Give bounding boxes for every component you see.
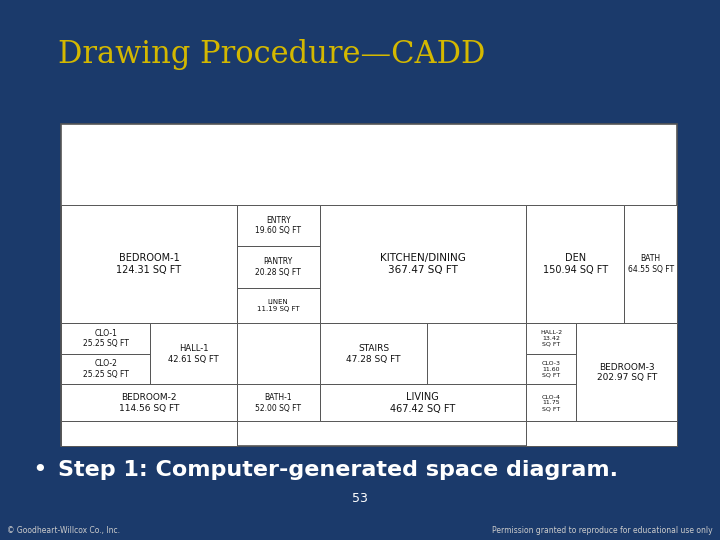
- Bar: [237, 246, 320, 288]
- Text: BEDROOM-2
114.56 SQ FT: BEDROOM-2 114.56 SQ FT: [119, 393, 179, 413]
- Bar: [61, 384, 237, 421]
- Bar: [320, 205, 526, 323]
- Text: STAIRS
47.28 SQ FT: STAIRS 47.28 SQ FT: [346, 344, 401, 363]
- Text: BEDROOM-1
124.31 SQ FT: BEDROOM-1 124.31 SQ FT: [117, 253, 181, 275]
- Text: ENTRY
19.60 SQ FT: ENTRY 19.60 SQ FT: [255, 215, 301, 235]
- Bar: [526, 323, 577, 354]
- Text: Step 1: Computer-generated space diagram.: Step 1: Computer-generated space diagram…: [58, 460, 618, 480]
- Bar: [526, 384, 577, 421]
- Bar: [526, 354, 577, 384]
- Text: KITCHEN/DINING
367.47 SQ FT: KITCHEN/DINING 367.47 SQ FT: [380, 253, 466, 275]
- Text: DEN
150.94 SQ FT: DEN 150.94 SQ FT: [543, 253, 608, 275]
- Text: Permission granted to reproduce for educational use only: Permission granted to reproduce for educ…: [492, 526, 713, 535]
- Text: •: •: [32, 458, 47, 482]
- Text: © Goodheart-Willcox Co., Inc.: © Goodheart-Willcox Co., Inc.: [7, 526, 120, 535]
- Text: CLO-2
25.25 SQ FT: CLO-2 25.25 SQ FT: [83, 360, 129, 379]
- Bar: [237, 384, 320, 421]
- Bar: [624, 205, 677, 323]
- Bar: [526, 205, 624, 323]
- Bar: [61, 354, 150, 384]
- Text: CLO-3
11.60
SQ FT: CLO-3 11.60 SQ FT: [541, 361, 561, 377]
- Text: HALL-2
13.42
SQ FT: HALL-2 13.42 SQ FT: [540, 330, 562, 347]
- Bar: [61, 421, 237, 445]
- Bar: [61, 124, 677, 446]
- Bar: [61, 323, 150, 354]
- Bar: [237, 288, 320, 323]
- Bar: [320, 323, 428, 384]
- Text: BATH
64.55 SQ FT: BATH 64.55 SQ FT: [628, 254, 674, 274]
- Text: PANTRY
20.28 SQ FT: PANTRY 20.28 SQ FT: [256, 258, 301, 277]
- Text: CLO-4
11.75
SQ FT: CLO-4 11.75 SQ FT: [541, 395, 561, 411]
- Bar: [320, 384, 526, 421]
- Bar: [237, 205, 320, 246]
- Bar: [526, 421, 677, 445]
- Bar: [150, 323, 237, 384]
- Text: LINEN
11.19 SQ FT: LINEN 11.19 SQ FT: [257, 299, 300, 312]
- Text: Drawing Procedure—CADD: Drawing Procedure—CADD: [58, 38, 485, 70]
- Text: LIVING
467.42 SQ FT: LIVING 467.42 SQ FT: [390, 392, 456, 414]
- Text: BEDROOM-3
202.97 SQ FT: BEDROOM-3 202.97 SQ FT: [596, 363, 657, 382]
- Bar: [61, 205, 237, 323]
- Text: 53: 53: [352, 492, 368, 505]
- Text: BATH-1
52.00 SQ FT: BATH-1 52.00 SQ FT: [255, 393, 301, 413]
- Text: CLO-1
25.25 SQ FT: CLO-1 25.25 SQ FT: [83, 329, 129, 348]
- Text: HALL-1
42.61 SQ FT: HALL-1 42.61 SQ FT: [168, 344, 219, 363]
- Bar: [577, 323, 677, 421]
